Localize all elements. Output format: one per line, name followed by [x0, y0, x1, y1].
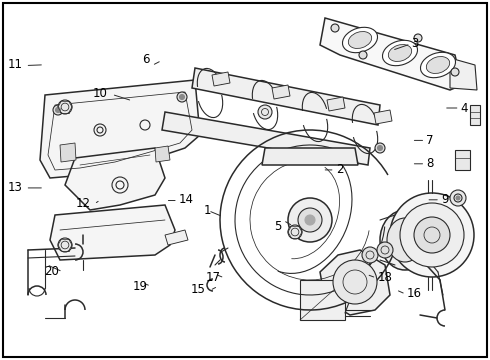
Text: 20: 20 [44, 265, 59, 278]
Text: 10: 10 [93, 87, 108, 100]
Polygon shape [450, 58, 477, 90]
Polygon shape [262, 148, 358, 165]
Text: 5: 5 [274, 220, 282, 233]
Circle shape [58, 100, 72, 114]
Text: 12: 12 [76, 197, 91, 210]
Text: 15: 15 [191, 283, 206, 296]
Polygon shape [212, 72, 230, 86]
Text: 6: 6 [142, 53, 149, 66]
Circle shape [258, 105, 272, 119]
Text: 8: 8 [426, 157, 434, 170]
Ellipse shape [420, 52, 456, 78]
Circle shape [288, 198, 332, 242]
Text: 7: 7 [426, 134, 434, 147]
Circle shape [450, 190, 466, 206]
Circle shape [55, 108, 60, 113]
Circle shape [377, 145, 383, 150]
Circle shape [53, 105, 63, 115]
Circle shape [331, 24, 339, 32]
Ellipse shape [387, 218, 423, 262]
Polygon shape [272, 85, 290, 99]
Text: 2: 2 [336, 163, 343, 176]
Circle shape [400, 203, 464, 267]
Ellipse shape [348, 32, 372, 49]
Text: 14: 14 [179, 193, 194, 206]
Polygon shape [327, 97, 345, 111]
Ellipse shape [388, 45, 412, 62]
Text: 9: 9 [441, 193, 448, 206]
Circle shape [298, 208, 322, 232]
Polygon shape [50, 205, 175, 260]
Ellipse shape [426, 57, 450, 73]
Polygon shape [320, 250, 390, 315]
Circle shape [456, 196, 460, 200]
Polygon shape [470, 105, 480, 125]
Circle shape [177, 92, 187, 102]
Circle shape [333, 260, 377, 304]
Circle shape [375, 143, 385, 153]
Polygon shape [192, 68, 380, 125]
Circle shape [179, 95, 185, 99]
Polygon shape [155, 146, 170, 162]
Circle shape [359, 51, 367, 59]
Circle shape [58, 238, 72, 252]
Circle shape [414, 34, 422, 42]
Circle shape [414, 217, 450, 253]
Text: 16: 16 [407, 287, 422, 300]
Text: 3: 3 [412, 37, 419, 50]
Circle shape [288, 225, 302, 239]
Circle shape [390, 193, 474, 277]
Polygon shape [300, 280, 345, 320]
Text: 13: 13 [7, 181, 22, 194]
Text: 11: 11 [7, 58, 23, 71]
Text: 1: 1 [203, 204, 211, 217]
Ellipse shape [380, 210, 430, 270]
Polygon shape [60, 143, 76, 162]
Text: 4: 4 [461, 102, 468, 114]
Polygon shape [320, 18, 462, 90]
Circle shape [451, 68, 459, 76]
Circle shape [362, 247, 378, 263]
Text: 17: 17 [206, 271, 221, 284]
Ellipse shape [383, 40, 417, 66]
Circle shape [377, 242, 393, 258]
Circle shape [305, 215, 315, 225]
Polygon shape [40, 80, 200, 178]
Text: 19: 19 [132, 280, 147, 293]
Ellipse shape [343, 27, 377, 53]
Polygon shape [165, 230, 188, 245]
Polygon shape [455, 150, 470, 170]
Polygon shape [162, 112, 370, 165]
Text: 18: 18 [377, 271, 392, 284]
Polygon shape [65, 148, 165, 210]
Polygon shape [374, 110, 392, 124]
